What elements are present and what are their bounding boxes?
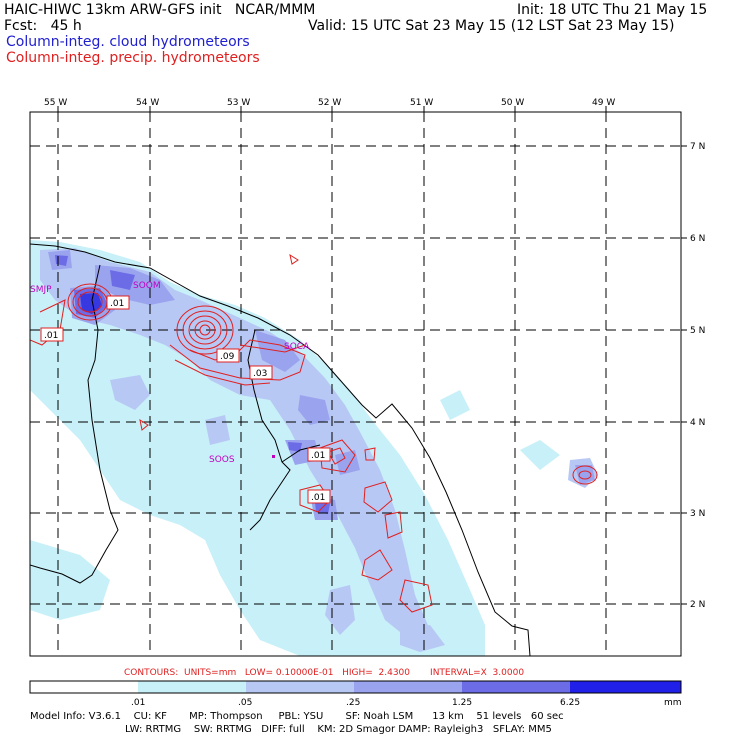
station-label: SMJP [30,285,52,295]
model-info-line1: Model Info: V3.6.1 CU: KF MP: Thompson P… [30,711,564,722]
contour-label-group: .01 .01 .09 .03 .01 .01 [40,295,331,504]
lon-label: 55 W [44,98,67,108]
forecast-hour: Fcst: 45 h [4,18,82,34]
field-label-cloud: Column-integ. cloud hydrometeors [6,34,250,50]
lat-label: 3 N [690,509,705,519]
plot-title: HAIC-HIWC 13km ARW-GFS init NCAR/MMM [4,2,316,18]
lat-label: 6 N [690,234,705,244]
station-label: SOCA [284,342,310,352]
colorbar-unit: mm [664,698,682,708]
model-info-line2: LW: RRTMG SW: RRTMG DIFF: full KM: 2D Sm… [125,724,552,735]
valid-time: Valid: 15 UTC Sat 23 May 15 (12 LST Sat … [308,18,675,34]
lat-label: 7 N [690,142,705,152]
colorbar-tick: .01 [131,698,145,708]
lat-label: 5 N [690,326,705,336]
station-label: SOOM [133,281,161,291]
station-marker [272,455,275,458]
colorbar-tick: .25 [346,698,360,708]
lon-label: 49 W [592,98,615,108]
map-frame [29,111,682,657]
contour-label: .03 [253,369,267,379]
contour-label: .01 [44,331,58,341]
contour-label: .01 [311,493,325,503]
colorbar-tick: 1.25 [452,698,472,708]
precip-contours [30,253,598,613]
lon-label: 52 W [318,98,341,108]
colorbar-tick: .05 [238,698,252,708]
lon-label: 54 W [136,98,159,108]
colorbar-tick: 6.25 [560,698,580,708]
contour-label: .01 [311,451,325,461]
axis-ticks [57,106,687,605]
station-label: SOOS [209,455,235,465]
colorbar [29,680,682,694]
lon-label: 50 W [501,98,524,108]
init-time: Init: 18 UTC Thu 21 May 15 [517,2,708,18]
lat-label: 4 N [690,418,705,428]
contour-info: CONTOURS: UNITS=mm LOW= 0.10000E-01 HIGH… [124,668,525,678]
contour-label: .09 [220,352,235,362]
lon-label: 51 W [410,98,433,108]
cloud-shading [30,240,598,656]
lat-label: 2 N [690,600,705,610]
contour-label: .01 [110,299,124,309]
lon-label: 53 W [227,98,250,108]
field-label-precip: Column-integ. precip. hydrometeors [6,50,260,66]
